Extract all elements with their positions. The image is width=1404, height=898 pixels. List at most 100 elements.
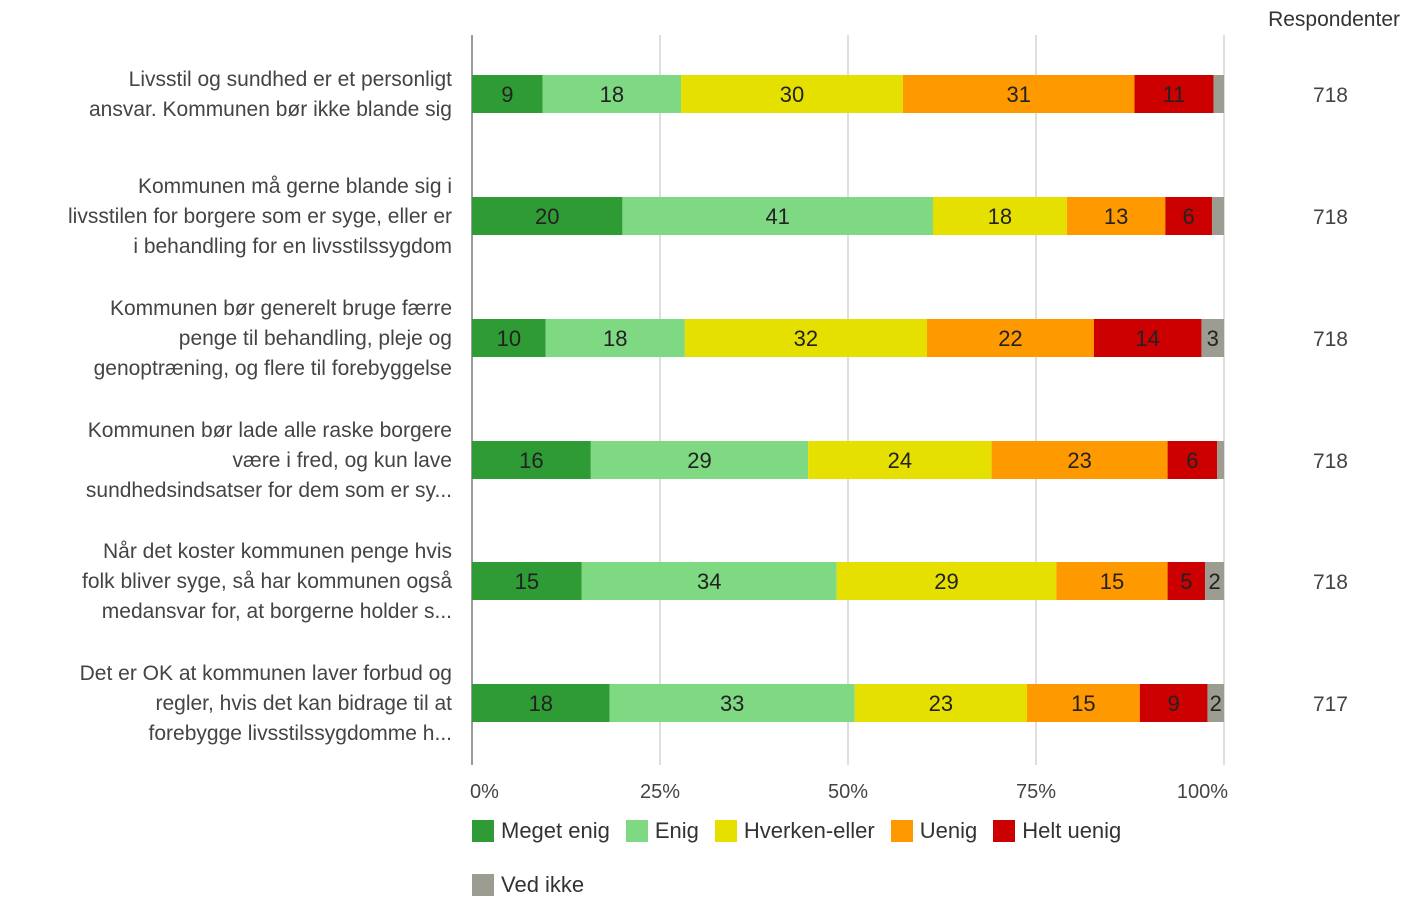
bar-segment	[1026, 684, 1140, 722]
data-label: 30	[780, 82, 804, 107]
bar-segment	[1213, 75, 1224, 113]
respondent-count: 718	[1313, 206, 1348, 229]
category-label: Kommunen bør generelt bruge færre penge t…	[94, 297, 452, 380]
bar-segment	[472, 562, 582, 600]
data-label: 18	[603, 326, 627, 351]
category-label-line: folk bliver syge, så har kommunen også	[82, 570, 452, 593]
legend-label: Enig	[654, 818, 699, 843]
data-label: 9	[501, 82, 513, 107]
data-label: 18	[988, 204, 1012, 229]
respondent-count: 718	[1313, 571, 1348, 594]
respondent-count: 718	[1313, 328, 1348, 351]
bar-segment	[1205, 562, 1224, 600]
data-label: 6	[1183, 204, 1195, 229]
data-label: 31	[1006, 82, 1030, 107]
bar-segment	[542, 75, 682, 113]
bar-segment	[472, 75, 543, 113]
x-tick-label: 0%	[470, 781, 499, 803]
category-label: Det er OK at kommunen laver forbud og reg…	[80, 662, 453, 745]
bar-segment	[808, 441, 992, 479]
data-label: 18	[600, 82, 624, 107]
category-label: Livsstil og sundhed er et personligt ansv…	[89, 68, 452, 121]
category-label-line: Kommunen bør generelt bruge færre	[110, 297, 452, 320]
data-label: 3	[1207, 326, 1219, 351]
data-label: 32	[794, 326, 818, 351]
data-label: 24	[888, 448, 912, 473]
bar-segment	[609, 684, 855, 722]
category-label-line: livsstilen for borgere som er syge, elle…	[68, 205, 452, 228]
legend-item: Hverken-eller	[714, 818, 875, 844]
data-label: 18	[529, 691, 553, 716]
category-label-line: Livsstil og sundhed er et personligt	[129, 68, 453, 91]
bar-segment	[932, 197, 1067, 235]
legend-item: Ved ikke	[472, 872, 584, 898]
legend-swatch	[714, 820, 737, 842]
category-label-line: genoptræning, og flere til forebyggelse	[94, 357, 452, 380]
category-label-line: i behandling for en livsstilssygdom	[133, 235, 452, 258]
bar-segment	[854, 684, 1027, 722]
bar-segment	[1201, 319, 1224, 357]
bar-segment	[1167, 441, 1218, 479]
bar-segment	[581, 562, 837, 600]
category-label-line: Kommunen må gerne blande sig i	[138, 175, 452, 198]
category-label: Når det koster kommunen penge hvis folk b…	[82, 540, 452, 623]
respondents-header: Respondenter	[1268, 8, 1400, 31]
bar-segment	[472, 684, 610, 722]
category-label-line: Når det koster kommunen penge hvis	[103, 540, 452, 563]
bar-segment	[1217, 441, 1224, 479]
bar-segment	[926, 319, 1094, 357]
category-label-line: penge til behandling, pleje og	[179, 327, 452, 350]
category-label: Kommunen bør lade alle raske borgere være…	[86, 419, 452, 502]
legend-swatch	[625, 820, 648, 842]
legend-label: Uenig	[919, 818, 978, 843]
bar-segment	[1139, 684, 1208, 722]
respondent-count: 717	[1313, 693, 1348, 716]
category-label-line: ansvar. Kommunen bør ikke blande sig	[89, 98, 452, 121]
data-label: 2	[1208, 569, 1220, 594]
data-label: 15	[515, 569, 539, 594]
bar-segment	[902, 75, 1135, 113]
bar-segment	[590, 441, 809, 479]
legend-item: Meget enig	[472, 818, 610, 844]
bar-segment	[545, 319, 685, 357]
bar-segment	[1093, 319, 1202, 357]
legend-label: Hverken-eller	[743, 818, 875, 843]
category-label-line: Det er OK at kommunen laver forbud og	[80, 662, 452, 685]
category-label-line: Kommunen bør lade alle raske borgere	[88, 419, 452, 442]
category-label-line: medansvar for, at borgerne holder s...	[102, 600, 452, 623]
category-label-line: regler, hvis det kan bidrage til at	[155, 692, 452, 715]
data-label: 34	[697, 569, 721, 594]
data-label: 23	[929, 691, 953, 716]
legend-item: Helt uenig	[993, 818, 1121, 844]
bar-segment	[1211, 197, 1224, 235]
bar-segment	[1066, 197, 1166, 235]
data-label: 29	[687, 448, 711, 473]
category-label-line: være i fred, og kun lave	[233, 449, 452, 472]
legend-swatch	[472, 820, 494, 842]
chart-legend: Meget enig Enig Hverken-eller Uenig Helt uen…	[472, 818, 1172, 898]
category-label-line: sundhedsindsatser for dem som er sy...	[86, 479, 452, 502]
data-label: 15	[1071, 691, 1095, 716]
bar-segment	[1207, 684, 1224, 722]
category-label: Kommunen må gerne blande sig i livsstilen…	[68, 175, 452, 258]
legend-item: Uenig	[890, 818, 978, 844]
data-label: 14	[1135, 326, 1159, 351]
legend-swatch	[472, 874, 494, 896]
bar-segment	[1056, 562, 1168, 600]
x-tick-label: 100%	[1177, 781, 1228, 803]
bar-segment	[1165, 197, 1212, 235]
bar-segment	[1167, 562, 1206, 600]
legend-swatch	[890, 820, 913, 842]
category-label-line: forebygge livsstilssygdomme h...	[149, 722, 452, 745]
data-label: 15	[1100, 569, 1124, 594]
data-label: 23	[1067, 448, 1091, 473]
x-tick-label: 75%	[1016, 781, 1056, 803]
bar-segment	[836, 562, 1057, 600]
bar-segment	[472, 197, 623, 235]
legend-item: Enig	[625, 818, 699, 844]
respondent-count: 718	[1313, 450, 1348, 473]
legend-label: Ved ikke	[501, 872, 585, 897]
data-label: 11	[1163, 82, 1186, 107]
